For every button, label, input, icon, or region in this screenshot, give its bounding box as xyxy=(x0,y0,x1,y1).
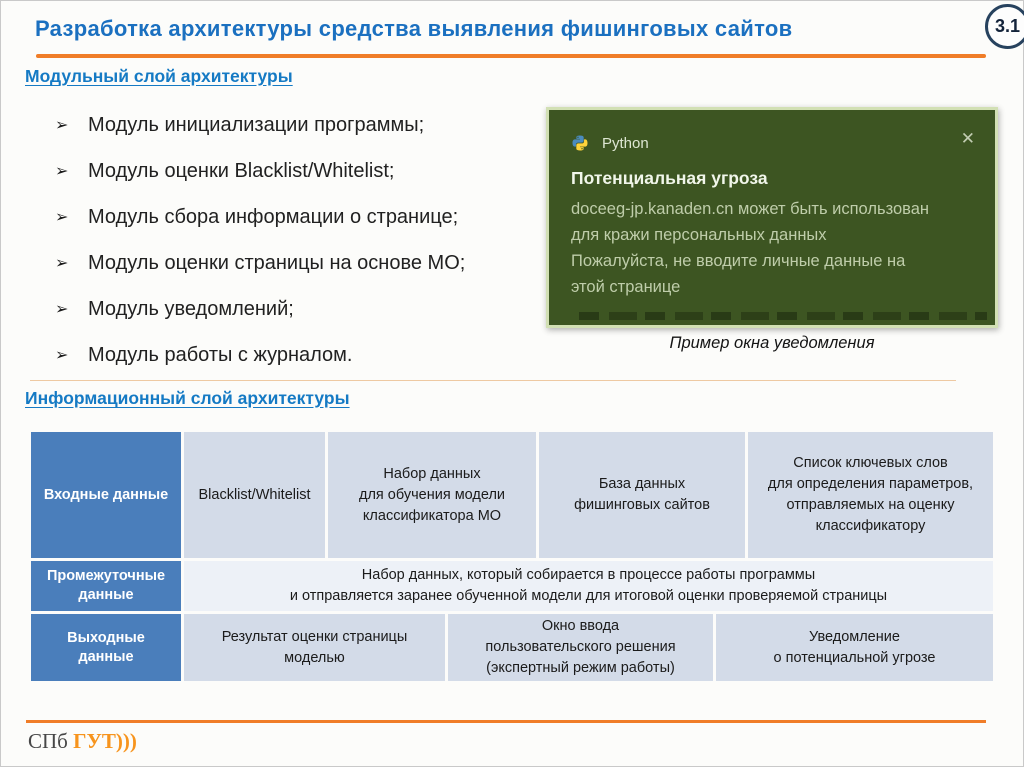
notification-caption: Пример окна уведомления xyxy=(669,334,875,352)
table-cell: База данных фишинговых сайтов xyxy=(539,432,745,558)
page-title: Разработка архитектуры средства выявлени… xyxy=(35,16,793,41)
footer-rule xyxy=(26,720,986,723)
arrow-bullet-icon: ➢ xyxy=(55,347,69,364)
arrow-bullet-icon: ➢ xyxy=(55,255,69,272)
notification-app-row: Python xyxy=(571,134,649,152)
logo-suffix: ГУТ))) xyxy=(73,729,137,753)
list-item: ➢ Модуль уведомлений; xyxy=(55,296,545,323)
list-item-label: Модуль сбора информации о странице; xyxy=(88,206,459,228)
table-row-input: Входные данные Blacklist/Whitelist Набор… xyxy=(31,432,993,558)
arrow-bullet-icon: ➢ xyxy=(55,163,69,180)
logo-prefix: СПб xyxy=(28,729,74,753)
table-cell: Набор данных, который собирается в проце… xyxy=(184,561,993,611)
list-item: ➢ Модуль сбора информации о странице; xyxy=(55,204,545,231)
header-rule xyxy=(36,54,986,58)
table-row-intermediate: Промежуточные данные Набор данных, котор… xyxy=(31,561,993,611)
table-cell: Blacklist/Whitelist xyxy=(184,432,325,558)
table-cell: Набор данных для обучения модели классиф… xyxy=(328,432,536,558)
list-item-label: Модуль оценки Blacklist/Whitelist; xyxy=(88,160,395,182)
table-cell: Окно ввода пользовательского решения (эк… xyxy=(448,614,713,681)
notification-app-name: Python xyxy=(602,134,649,152)
row-header-cell: Входные данные xyxy=(31,432,181,558)
section-divider xyxy=(30,380,956,381)
table-cell: Уведомление о потенциальной угрозе xyxy=(716,614,993,681)
university-logo: СПб ГУТ))) xyxy=(28,729,137,754)
notification-body: doceeg-jp.kanaden.cn может быть использо… xyxy=(571,200,930,296)
list-item-label: Модуль оценки страницы на основе МО; xyxy=(88,252,466,274)
arrow-bullet-icon: ➢ xyxy=(55,209,69,226)
table-cell: Список ключевых слов для определения пар… xyxy=(748,432,993,558)
close-icon[interactable]: ✕ xyxy=(960,129,975,148)
section-heading-info: Информационный слой архитектуры xyxy=(25,388,350,408)
arrow-bullet-icon: ➢ xyxy=(55,301,69,318)
section-heading-modular: Модульный слой архитектуры xyxy=(25,66,293,86)
notification-cutoff-text xyxy=(579,312,987,320)
list-item: ➢ Модуль оценки страницы на основе МО; xyxy=(55,250,545,277)
row-header-cell: Промежуточные данные xyxy=(31,561,181,611)
slide-number-badge: 3.1 xyxy=(985,4,1024,49)
list-item-label: Модуль инициализации программы; xyxy=(88,114,425,136)
python-icon xyxy=(572,135,588,151)
table-cell: Результат оценки страницы моделью xyxy=(184,614,445,681)
notification-window: Python ✕ Потенциальная угроза doceeg-jp.… xyxy=(546,107,998,328)
notification-title: Потенциальная угроза xyxy=(571,168,768,188)
arrow-bullet-icon: ➢ xyxy=(55,117,69,134)
list-item-label: Модуль уведомлений; xyxy=(88,298,294,320)
table-row-output: Выходные данные Результат оценки страниц… xyxy=(31,614,993,681)
list-item-label: Модуль работы с журналом. xyxy=(88,344,353,366)
module-list: ➢ Модуль инициализации программы; ➢ Моду… xyxy=(55,112,545,388)
list-item: ➢ Модуль работы с журналом. xyxy=(55,342,545,369)
info-layer-table: Входные данные Blacklist/Whitelist Набор… xyxy=(31,432,993,681)
row-header-cell: Выходные данные xyxy=(31,614,181,681)
list-item: ➢ Модуль инициализации программы; xyxy=(55,112,545,139)
list-item: ➢ Модуль оценки Blacklist/Whitelist; xyxy=(55,158,545,185)
